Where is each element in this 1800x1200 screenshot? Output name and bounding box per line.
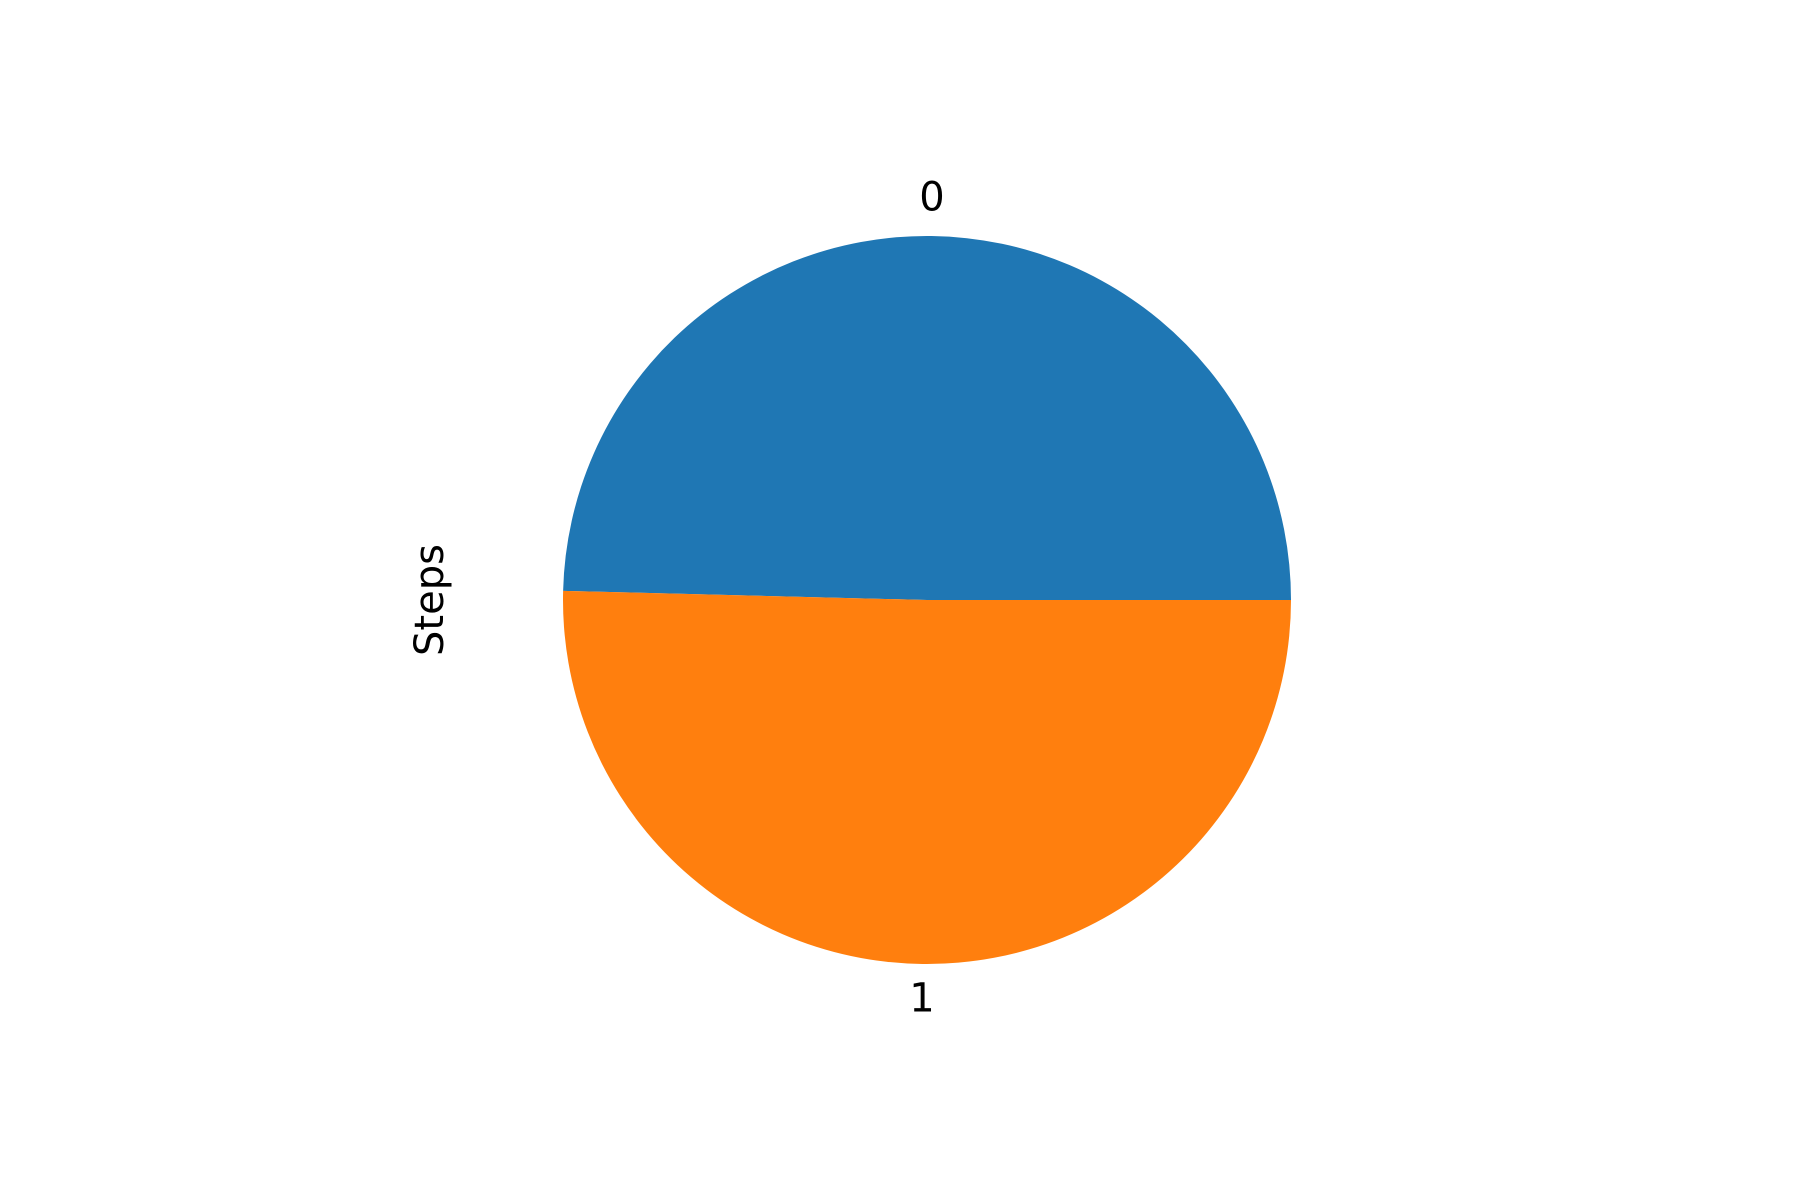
pie-slice-labels: 01 (909, 175, 945, 1022)
y-axis-label: Steps (407, 544, 453, 656)
slice-label-0: 0 (919, 175, 944, 221)
slice-label-1: 1 (909, 975, 934, 1021)
pie-slice-1 (563, 590, 1291, 965)
pie-slice-0 (563, 236, 1291, 600)
pie-slices (563, 236, 1291, 965)
